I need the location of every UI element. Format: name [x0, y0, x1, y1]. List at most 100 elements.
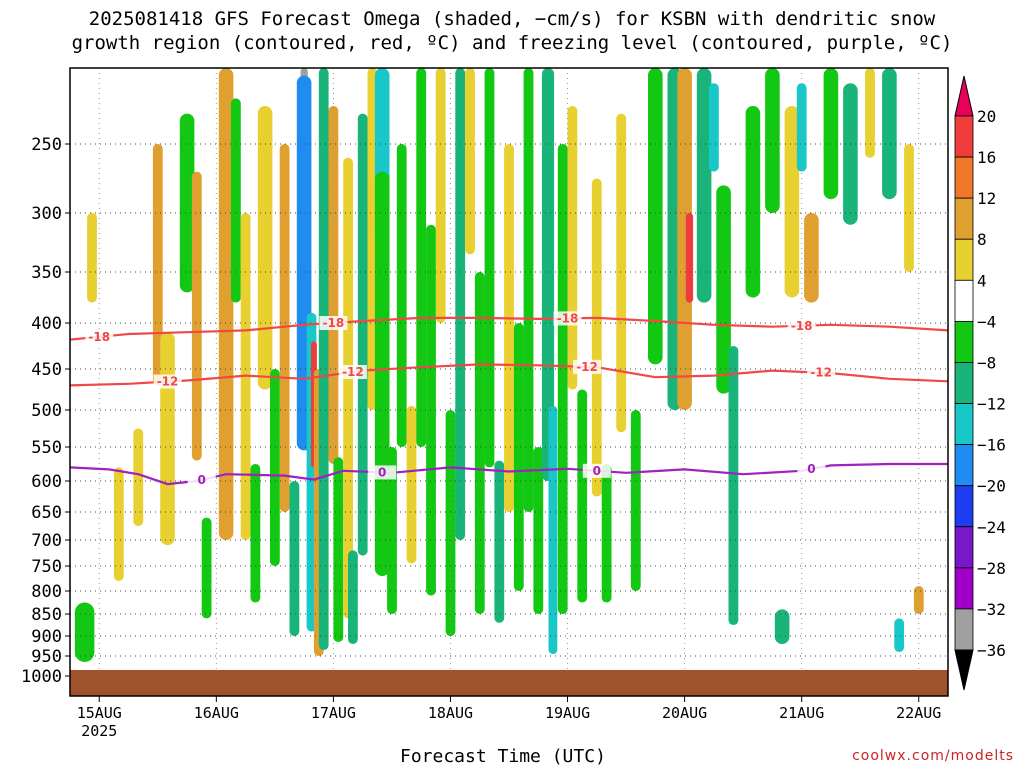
chart-title-line2: growth region (contoured, red, ºC) and f… — [71, 32, 953, 54]
omega-cell — [765, 68, 780, 213]
omega-cell — [191, 171, 202, 461]
contour-label: -18 — [323, 316, 345, 330]
y-tick-label: 400 — [31, 314, 62, 334]
colorbar-label: 4 — [977, 271, 987, 290]
contour-label-bg — [338, 365, 367, 380]
x-tick-sublabel: 2025 — [81, 722, 117, 740]
colorbar-segment — [954, 608, 974, 651]
omega-cell — [696, 68, 712, 303]
colorbar-label: 20 — [977, 107, 996, 126]
omega-cell — [367, 68, 378, 410]
colorbar-label: −32 — [977, 600, 1006, 619]
omega-cell — [774, 609, 790, 644]
x-tick-label: 15AUG — [77, 704, 122, 722]
colorbar-segment — [954, 156, 974, 199]
omega-cell — [882, 68, 897, 200]
contour-label: -12 — [342, 365, 364, 379]
omega-cell — [484, 68, 495, 468]
colorbar-segment — [954, 197, 974, 240]
x-axis-title: Forecast Time (UTC) — [400, 746, 606, 767]
x-tick-label: 19AUG — [545, 704, 590, 722]
omega-cell — [784, 106, 800, 298]
omega-cell — [357, 113, 368, 556]
omega-cell — [504, 144, 514, 512]
colorbar-top-arrow — [954, 75, 974, 117]
y-tick-label: 850 — [31, 605, 62, 625]
omega-cell — [648, 68, 663, 365]
omega-cell — [567, 106, 578, 390]
omega-cell — [728, 346, 739, 625]
omega-cell — [616, 113, 627, 433]
omega-cell — [523, 68, 534, 512]
contour-label: -12 — [157, 375, 179, 389]
y-tick-label: 500 — [31, 401, 62, 421]
y-tick-label: 1000 — [21, 667, 62, 687]
chart-title-line1: 2025081418 GFS Forecast Omega (shaded, −… — [88, 8, 936, 30]
contour-label-bg — [153, 374, 182, 389]
contour-line — [70, 462, 948, 486]
colorbar-segment — [954, 362, 974, 404]
x-tick-label: 17AUG — [311, 704, 356, 722]
omega-cell — [601, 464, 612, 603]
y-tick-label: 750 — [31, 557, 62, 577]
omega-cell — [343, 157, 353, 619]
contour-label-bg — [787, 318, 816, 333]
omega-cell — [823, 68, 839, 200]
colorbar-label: −20 — [977, 477, 1006, 496]
omega-cell — [179, 113, 195, 293]
contour-label: -12 — [576, 360, 598, 374]
omega-cell — [843, 83, 858, 225]
contour-label-bg — [319, 316, 348, 330]
colorbar-label: 8 — [977, 230, 987, 249]
contour-label-bg — [553, 311, 582, 326]
omega-cell — [494, 460, 505, 623]
omega-cell — [74, 602, 95, 662]
omega-cell — [328, 106, 339, 464]
contour-label-bg — [187, 472, 216, 487]
contour-label-bg — [582, 463, 611, 478]
contour-label: -18 — [88, 330, 110, 344]
omega-cell — [396, 144, 407, 447]
omega-cell — [406, 405, 417, 564]
omega-cell — [796, 83, 807, 172]
x-tick-label: 18AUG — [428, 704, 473, 722]
y-tick-label: 300 — [31, 204, 62, 224]
omega-cell — [152, 144, 163, 386]
omega-cell — [541, 68, 555, 481]
omega-cell — [577, 389, 588, 603]
omega-cell — [218, 68, 234, 540]
omega-cell — [894, 618, 905, 652]
y-tick-label: 550 — [31, 438, 62, 458]
colorbar-label: 12 — [977, 189, 996, 208]
omega-cell — [804, 213, 819, 303]
omega-cell — [279, 144, 290, 512]
y-tick-label: 700 — [31, 531, 62, 551]
omega-cell — [548, 405, 558, 654]
omega-cell — [416, 68, 427, 447]
plot-frame — [69, 67, 949, 697]
y-tick-label: 250 — [31, 135, 62, 155]
colorbar-segment — [954, 238, 974, 281]
omega-cell — [289, 481, 300, 636]
y-tick-label: 800 — [31, 582, 62, 602]
omega-cell — [865, 68, 875, 158]
colorbar-segment — [954, 485, 974, 528]
omega-cell — [348, 550, 358, 644]
omega-cell — [913, 586, 924, 614]
contour-label: -18 — [557, 311, 579, 325]
contour-label: 0 — [198, 473, 206, 487]
y-tick-label: 350 — [31, 263, 62, 283]
site-credit[interactable]: coolwx.com/modelts — [852, 748, 1014, 764]
omega-cell — [318, 68, 329, 650]
omega-cell — [231, 98, 241, 303]
x-tick-label: 22AUG — [896, 704, 941, 722]
omega-cell — [160, 332, 175, 546]
colorbar-segment — [954, 279, 974, 322]
omega-cell — [533, 447, 544, 614]
omega-cell — [257, 106, 273, 390]
contour-label: 0 — [807, 462, 815, 476]
omega-cell — [201, 517, 212, 619]
y-tick-label: 950 — [31, 647, 62, 667]
colorbar-label: −36 — [977, 641, 1006, 660]
